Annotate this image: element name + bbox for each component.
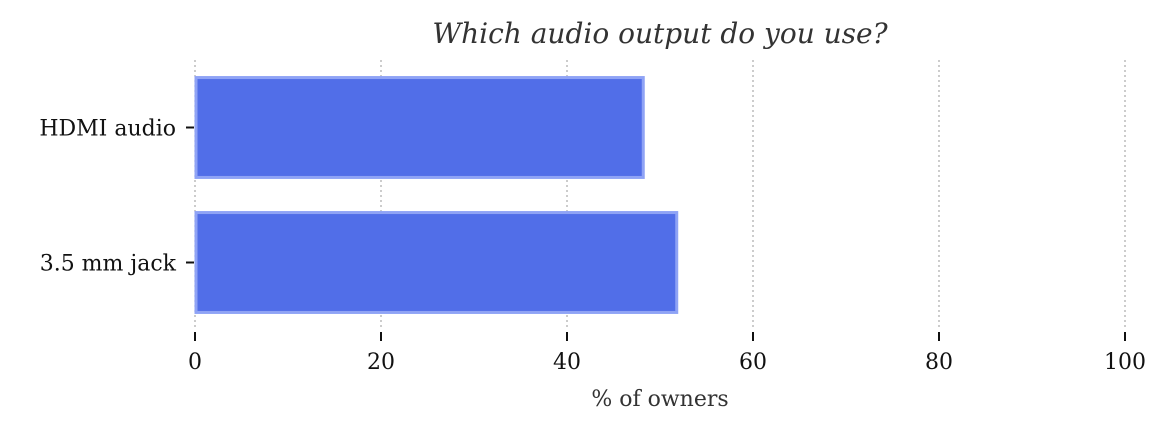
x-tick-label-100: 100	[1104, 350, 1146, 375]
chart-title: Which audio output do you use?	[432, 17, 888, 50]
x-tick-label-80: 80	[925, 350, 953, 375]
x-tick-label-20: 20	[367, 350, 395, 375]
y-tick-label-3-5-mm-jack: 3.5 mm jack	[40, 252, 177, 277]
y-tick-label-hdmi-audio: HDMI audio	[39, 117, 176, 142]
x-tick-label-40: 40	[553, 350, 581, 375]
x-tick-label-60: 60	[739, 350, 767, 375]
x-axis: 0 20 40 60 80 100	[188, 332, 1146, 375]
bars	[194, 76, 679, 314]
x-axis-title: % of owners	[591, 387, 728, 412]
bar-hdmi-audio	[194, 76, 645, 179]
y-axis: HDMI audio 3.5 mm jack	[39, 117, 194, 277]
bar-3-5-mm-jack	[194, 211, 679, 314]
x-tick-label-0: 0	[188, 350, 202, 375]
